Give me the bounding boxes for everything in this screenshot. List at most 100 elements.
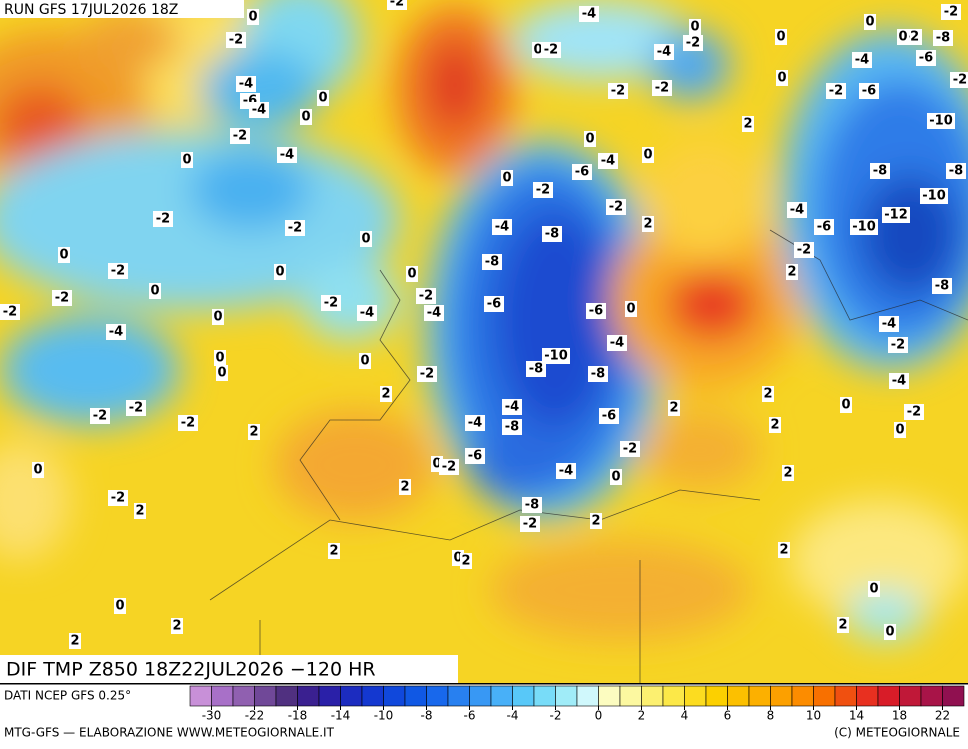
label-bg	[579, 6, 599, 22]
contour-label: -6	[589, 304, 603, 319]
label-bg	[285, 220, 305, 236]
label-bg	[460, 553, 472, 569]
contour-label: 0	[432, 457, 441, 472]
label-bg	[868, 581, 880, 597]
label-bg	[58, 247, 70, 263]
label-bg	[359, 353, 371, 369]
label-bg	[778, 542, 790, 558]
contour-label: -12	[884, 208, 908, 223]
label-bg	[584, 131, 596, 147]
legend-swatch	[576, 685, 599, 707]
label-bg	[328, 543, 340, 559]
legend-tick-label: 0	[595, 709, 603, 723]
contour-label: -6	[468, 449, 482, 464]
contour-label: 0	[626, 302, 635, 317]
legend-swatch	[533, 685, 556, 707]
contour-label: -6	[602, 409, 616, 424]
label-bg	[501, 170, 513, 186]
contour-label: 2	[669, 401, 678, 416]
contour-label: 0	[301, 110, 310, 125]
contour-label: -2	[609, 200, 623, 215]
contour-label: 0	[898, 30, 907, 45]
contour-label: 0	[841, 398, 850, 413]
legend-swatch	[275, 685, 298, 707]
label-bg	[742, 116, 754, 132]
label-bg	[654, 44, 674, 60]
label-bg	[465, 415, 485, 431]
label-bg	[387, 0, 407, 10]
legend-swatch	[555, 685, 578, 707]
label-bg	[889, 373, 909, 389]
contour-label: 2	[381, 387, 390, 402]
contour-label: 0	[182, 153, 191, 168]
contour-label: -8	[936, 31, 950, 46]
legend-swatch	[791, 685, 814, 707]
map-border	[0, 683, 968, 685]
label-bg	[850, 219, 878, 235]
legend-tick-label: -10	[374, 709, 394, 723]
contour-label: 2	[135, 504, 144, 519]
contour-label: 2	[70, 634, 79, 649]
label-bg	[683, 35, 703, 51]
label-bg	[794, 242, 814, 258]
label-bg	[212, 309, 224, 325]
legend-tick-label: -14	[331, 709, 351, 723]
legend-swatch	[619, 685, 642, 707]
legend: -30-22-18-14-10-8-6-4-2024681014182230	[189, 685, 965, 723]
contour-label: 0	[213, 310, 222, 325]
label-bg	[599, 408, 619, 424]
legend-swatch	[705, 685, 728, 707]
contour-label: -2	[233, 129, 247, 144]
label-bg	[502, 419, 522, 435]
contour-label: -2	[55, 291, 69, 306]
label-bg	[236, 76, 256, 92]
contour-label: -4	[495, 220, 509, 235]
label-bg	[586, 303, 606, 319]
contour-label: 2	[763, 387, 772, 402]
legend-tick-label: 8	[767, 709, 775, 723]
label-bg	[920, 188, 948, 204]
label-bg	[927, 113, 955, 129]
contour-label: -2	[324, 296, 338, 311]
legend-swatch	[920, 685, 943, 707]
contour-label: -4	[505, 400, 519, 415]
label-bg	[762, 386, 774, 402]
label-bg	[439, 459, 459, 475]
legend-tick-label: -2	[550, 709, 562, 723]
contour-label: -4	[427, 306, 441, 321]
contour-label: 0	[777, 71, 786, 86]
map-title: DIF TMP Z850 18Z22JUL2026 −120 HR	[6, 659, 376, 681]
contour-label: -2	[944, 5, 958, 20]
legend-tick-label: 18	[892, 709, 907, 723]
contour-label: -8	[935, 279, 949, 294]
label-bg	[321, 295, 341, 311]
contour-label: -10	[544, 349, 568, 364]
legend-tick-label: 14	[849, 709, 864, 723]
legend-swatch	[813, 685, 836, 707]
contour-label: -2	[442, 460, 456, 475]
label-bg	[769, 417, 781, 433]
label-bg	[590, 513, 602, 529]
label-bg	[775, 29, 787, 45]
contour-label: -2	[907, 405, 921, 420]
contour-label: -8	[949, 164, 963, 179]
contour-label: -4	[559, 464, 573, 479]
label-bg	[357, 305, 377, 321]
label-bg	[416, 288, 436, 304]
contour-label: 0	[690, 20, 699, 35]
contour-label: 0	[215, 351, 224, 366]
label-bg	[588, 366, 608, 382]
label-bg	[786, 264, 798, 280]
legend-swatch	[447, 685, 470, 707]
label-bg	[610, 469, 622, 485]
legend-swatch	[404, 685, 427, 707]
label-bg	[884, 624, 896, 640]
label-bg	[126, 400, 146, 416]
contour-labels: 0-2-4-6-400-20 -4-2-200-2 00-2-2-2-40-4000…	[0, 0, 968, 649]
label-bg	[879, 316, 899, 332]
legend-swatch	[490, 685, 513, 707]
contour-label: 2	[591, 514, 600, 529]
contour-label: -2	[797, 243, 811, 258]
contour-label: -10	[852, 220, 876, 235]
